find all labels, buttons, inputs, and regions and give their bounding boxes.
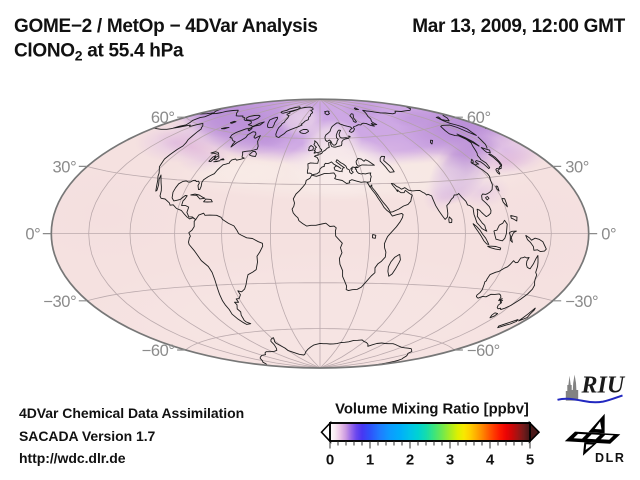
- svg-text:ClONO2 at 55.4 hPa: ClONO2 at 55.4 hPa: [14, 41, 184, 64]
- svg-text:−30°: −30°: [565, 293, 598, 311]
- svg-text:0°: 0°: [601, 226, 616, 244]
- svg-text:30°: 30°: [565, 158, 589, 176]
- svg-text:0: 0: [326, 452, 334, 469]
- svg-text:SACADA Version 1.7: SACADA Version 1.7: [19, 428, 156, 444]
- svg-text:4DVar Chemical Data Assimilati: 4DVar Chemical Data Assimilation: [19, 405, 244, 421]
- svg-text:−30°: −30°: [43, 293, 76, 311]
- svg-text:Mar 13, 2009, 12:00 GMT: Mar 13, 2009, 12:00 GMT: [412, 16, 625, 37]
- svg-text:http://wdc.dlr.de: http://wdc.dlr.de: [19, 450, 126, 466]
- svg-text:0°: 0°: [25, 226, 40, 244]
- svg-text:−60°: −60°: [142, 342, 175, 360]
- svg-text:RIU: RIU: [581, 373, 626, 399]
- svg-text:60°: 60°: [467, 109, 491, 127]
- svg-text:30°: 30°: [53, 158, 77, 176]
- svg-text:2: 2: [406, 452, 414, 469]
- svg-text:−60°: −60°: [467, 342, 500, 360]
- svg-text:60°: 60°: [151, 109, 175, 127]
- svg-text:5: 5: [526, 452, 534, 469]
- svg-text:3: 3: [446, 452, 454, 469]
- svg-text:Volume Mixing Ratio [ppbv]: Volume Mixing Ratio [ppbv]: [335, 402, 529, 418]
- svg-text:GOME−2 / MetOp − 4DVar Analysi: GOME−2 / MetOp − 4DVar Analysis: [14, 16, 318, 37]
- svg-text:4: 4: [486, 452, 495, 469]
- svg-text:DLR: DLR: [595, 451, 626, 465]
- svg-text:1: 1: [366, 452, 374, 469]
